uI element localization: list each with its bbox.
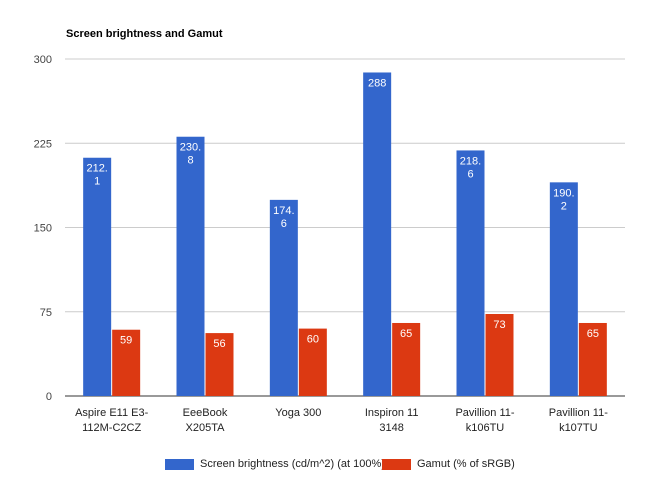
x-tick-label: Yoga 300 [275, 407, 321, 419]
bar-gamut [485, 313, 514, 396]
bar-gamut [205, 333, 234, 396]
bar-brightness [549, 182, 578, 396]
bar-brightness [269, 199, 298, 396]
x-tick-label: Aspire E11 E3-112M-C2CZ [75, 407, 149, 434]
data-label-gamut: 60 [307, 334, 319, 346]
data-label-brightness: 212. 1 [86, 163, 107, 188]
bars: 212. 1 59 230. 8 56 174. 6 60 288 65 218. 6 73 190. 2 65 [83, 72, 607, 396]
bar-gamut [298, 328, 327, 396]
x-axis-ticks: Aspire E11 E3-112M-C2CZ EeeBook X205TA Yoga… [75, 407, 608, 434]
legend: Screen brightness (cd/m^2) (at 100%) Gam… [0, 458, 650, 474]
y-tick-label: 75 [40, 307, 52, 319]
bar-gamut [392, 322, 421, 396]
y-tick-label: 150 [34, 223, 52, 235]
x-tick-label: Inspiron 11 3148 [365, 407, 419, 434]
chart-title: Screen brightness and Gamut [66, 28, 223, 40]
y-tick-label: 0 [46, 391, 52, 403]
data-label-brightness: 230. 8 [180, 142, 201, 167]
legend-item-brightness: Screen brightness (cd/m^2) (at 100%) [165, 458, 385, 470]
bar-brightness [176, 136, 205, 396]
legend-label-gamut: Gamut (% of sRGB) [417, 458, 515, 470]
x-tick-label: EeeBook X205TA [183, 407, 228, 434]
bar-brightness [456, 150, 485, 396]
data-label-brightness: 174. 6 [273, 205, 294, 230]
y-tick-label: 300 [34, 54, 52, 66]
legend-swatch-brightness [165, 458, 194, 470]
data-label-brightness: 218. 6 [460, 155, 481, 180]
bar-gamut [112, 329, 141, 396]
data-label-gamut: 56 [213, 338, 225, 350]
bar-brightness [363, 72, 392, 396]
data-label-gamut: 65 [400, 328, 412, 340]
bar-gamut [578, 322, 607, 396]
data-label-gamut: 65 [587, 328, 599, 340]
y-tick-label: 225 [34, 138, 52, 150]
y-axis-ticks: 0 75 150 225 300 [34, 54, 52, 403]
bar-brightness [83, 157, 112, 396]
gridlines [65, 58, 625, 397]
data-label-gamut: 73 [493, 319, 505, 331]
legend-item-gamut: Gamut (% of sRGB) [382, 458, 515, 470]
legend-swatch-gamut [382, 458, 411, 470]
legend-label-brightness: Screen brightness (cd/m^2) (at 100%) [200, 458, 385, 470]
data-label-brightness: 288 [368, 77, 386, 89]
data-label-brightness: 190. 2 [553, 187, 574, 212]
x-tick-label: Pavillion 11-k107TU [549, 407, 608, 434]
data-label-gamut: 59 [120, 335, 132, 347]
x-tick-label: Pavillion 11-k106TU [455, 407, 514, 434]
